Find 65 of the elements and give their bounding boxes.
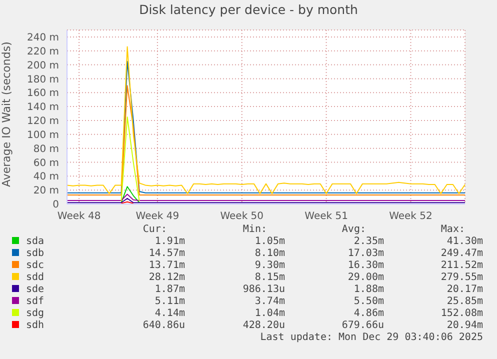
text: Avg: [340,224,367,236]
x-tick-label: Week 49 [136,211,180,222]
text: 4.86m [352,308,384,320]
text: 279.55m [440,272,483,284]
text: 8.10m [254,248,285,260]
text: 1.88m [352,284,384,296]
y-tick-label: 20 m [33,186,59,197]
text: 9.30m [254,260,285,272]
text: Last update: Mon Dec 29 03:40:06 2025 [259,332,483,344]
text: 1.91m [154,236,185,248]
y-tick-label: 200 m [26,60,59,72]
text: 16.30m [346,260,384,272]
text: 428.20u [242,320,285,332]
y-tick-label: 40 m [33,172,59,183]
text: 640.86u [142,320,185,332]
y-tick-label: 240 m [26,32,59,44]
text: 1.04m [254,308,285,320]
text: 5.50m [352,296,384,308]
x-tick-label: Week 50 [220,211,264,222]
text: 20.17m [446,284,483,296]
text: 986.13u [242,284,285,296]
text: 3.74m [254,296,285,308]
text: 4.14m [154,308,185,320]
text: 41.30m [446,236,483,248]
y-tick-label: 120 m [26,116,59,128]
legend-label: sdf [25,296,46,308]
text: 1.87m [154,284,185,296]
y-tick-label: 60 m [33,158,59,169]
text: Max: [440,224,466,236]
y-tick-label: 100 m [26,130,59,141]
legend-label: sda [25,236,46,248]
y-tick-label: 180 m [26,74,59,86]
text: 8.15m [254,272,285,284]
text: 28.12m [148,272,185,284]
y-tick-label: 80 m [33,144,59,155]
text: 211.52m [440,260,483,272]
text: 249.47m [440,248,483,260]
legend-label: sde [25,284,46,296]
legend-label: sdh [25,320,46,332]
text: 25.85m [446,296,483,308]
legend-label: sdd [25,272,46,284]
y-tick-label: 0 [52,200,59,211]
text: 14.57m [148,248,185,260]
x-tick-label: Week 51 [304,211,348,222]
y-tick-label: 160 m [26,88,59,100]
text: 152.08m [440,308,483,320]
text: 5.11m [154,296,185,308]
y-tick-label: 140 m [26,102,59,114]
x-tick-label: Week 52 [389,211,432,222]
text: 29.00m [346,272,384,284]
legend-label: sdc [25,260,46,272]
text: 1.05m [254,236,285,248]
text: Cur: [142,224,168,236]
text: Min: [242,224,268,236]
legend-label: sdb [25,248,46,260]
y-tick-label: 220 m [26,46,59,58]
chart-title: Disk latency per device - by month [138,2,359,17]
y-axis-title: Average IO Wait (seconds) [0,42,13,187]
text: 17.03m [346,248,384,260]
text: 2.35m [352,236,384,248]
text: 20.94m [446,320,483,332]
legend-label: sdg [25,308,46,320]
text: 679.66u [340,320,384,332]
text: 13.71m [148,260,185,272]
x-tick-label: Week 48 [57,211,101,222]
